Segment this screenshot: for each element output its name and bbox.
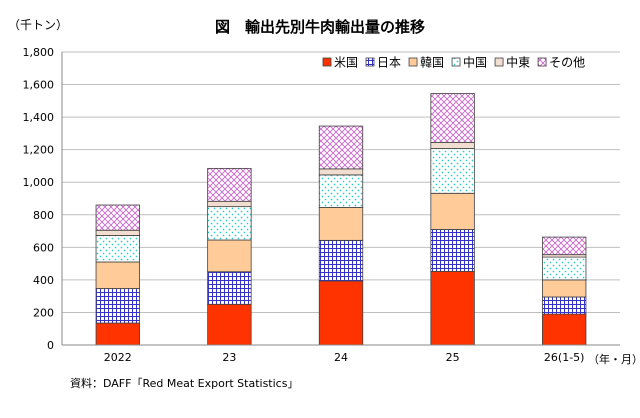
bar-segment xyxy=(318,174,364,208)
bar-segment xyxy=(95,322,140,346)
legend-label: 中東 xyxy=(506,55,530,70)
y-tick-label: 400 xyxy=(33,274,54,287)
bar-segment xyxy=(207,239,252,273)
bar-segment xyxy=(318,207,364,241)
x-tick-label: 26(1-5) xyxy=(544,351,585,364)
legend-swatch xyxy=(365,57,375,67)
legend-swatch xyxy=(537,57,547,67)
y-axis-unit-label: （千トン） xyxy=(8,18,69,32)
legend-swatch xyxy=(494,57,504,67)
y-tick-label: 1,000 xyxy=(23,176,55,189)
bar-segment xyxy=(95,204,140,231)
bar-segment xyxy=(207,200,252,208)
legend-swatch xyxy=(322,57,332,67)
y-tick-label: 1,600 xyxy=(23,79,55,92)
bar-segment xyxy=(430,141,475,149)
legend-label: 米国 xyxy=(334,56,358,70)
bar-segment xyxy=(430,93,475,143)
x-tick-label: 2022 xyxy=(104,351,132,364)
legend-label: その他 xyxy=(549,56,585,70)
bar-segment xyxy=(95,288,140,324)
y-tick-label: 1,200 xyxy=(23,144,55,157)
bar-segment xyxy=(542,279,587,298)
bar-segment xyxy=(207,271,252,305)
bar-segment xyxy=(207,167,252,202)
bar-segment xyxy=(318,168,364,176)
source-note: 資料：DAFF「Red Meat Export Statistics」 xyxy=(70,377,299,390)
legend-label: 日本 xyxy=(377,56,401,70)
bar-segment xyxy=(95,261,140,289)
bar-segment xyxy=(542,313,587,346)
bar-segment xyxy=(542,236,587,256)
legend-label: 中国 xyxy=(463,55,487,70)
legend-label: 韓国 xyxy=(420,56,444,70)
bar-segment xyxy=(430,148,475,194)
bar-segment xyxy=(430,229,475,272)
bar-segment xyxy=(318,280,364,346)
x-tick-label: 24 xyxy=(334,351,348,364)
bar-segment xyxy=(542,256,587,281)
y-tick-label: 600 xyxy=(33,241,54,254)
bar-segment xyxy=(318,239,364,282)
bar-segment xyxy=(95,235,140,263)
legend-swatch xyxy=(451,57,461,67)
bar-segment xyxy=(430,192,475,230)
bar-segment xyxy=(318,125,364,170)
bar-segment xyxy=(542,296,587,315)
bar-segment xyxy=(207,303,252,346)
y-tick-label: 0 xyxy=(47,339,54,352)
bar-segment xyxy=(207,206,252,241)
x-axis-unit-label: （年・月） xyxy=(588,353,640,366)
y-tick-label: 1,400 xyxy=(23,111,55,124)
bar-segment xyxy=(430,271,475,346)
y-tick-label: 800 xyxy=(33,209,54,222)
x-tick-label: 25 xyxy=(446,351,460,364)
y-tick-label: 1,800 xyxy=(23,46,55,59)
legend-swatch xyxy=(408,57,418,67)
x-tick-label: 23 xyxy=(222,351,236,364)
y-tick-label: 200 xyxy=(33,306,54,319)
bar-segment xyxy=(95,229,140,236)
chart-title: 図 輸出先別牛肉輸出量の推移 xyxy=(214,18,425,36)
